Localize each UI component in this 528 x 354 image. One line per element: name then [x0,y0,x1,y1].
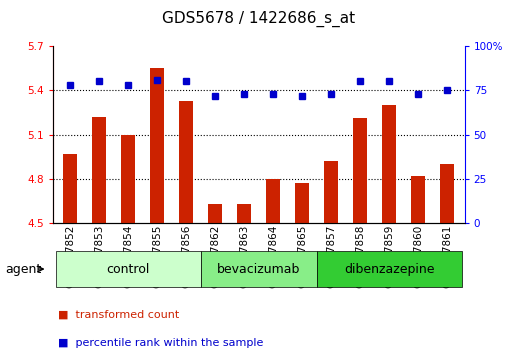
Bar [382,105,397,223]
Text: ■  percentile rank within the sample: ■ percentile rank within the sample [58,338,263,348]
Bar [353,118,367,223]
Text: GDS5678 / 1422686_s_at: GDS5678 / 1422686_s_at [162,11,355,27]
Bar [208,204,222,223]
Bar [295,183,309,223]
Bar [121,135,136,223]
Bar [440,164,455,223]
Bar [266,179,280,223]
Bar [324,161,338,223]
Bar [411,176,426,223]
Text: dibenzazepine: dibenzazepine [344,263,435,275]
Text: ■  transformed count: ■ transformed count [58,310,180,320]
Text: control: control [107,263,150,275]
Text: agent: agent [5,263,42,275]
Bar [179,101,193,223]
Bar [150,68,164,223]
Bar [63,154,78,223]
Bar [92,117,107,223]
Bar [237,204,251,223]
Text: bevacizumab: bevacizumab [217,263,300,275]
